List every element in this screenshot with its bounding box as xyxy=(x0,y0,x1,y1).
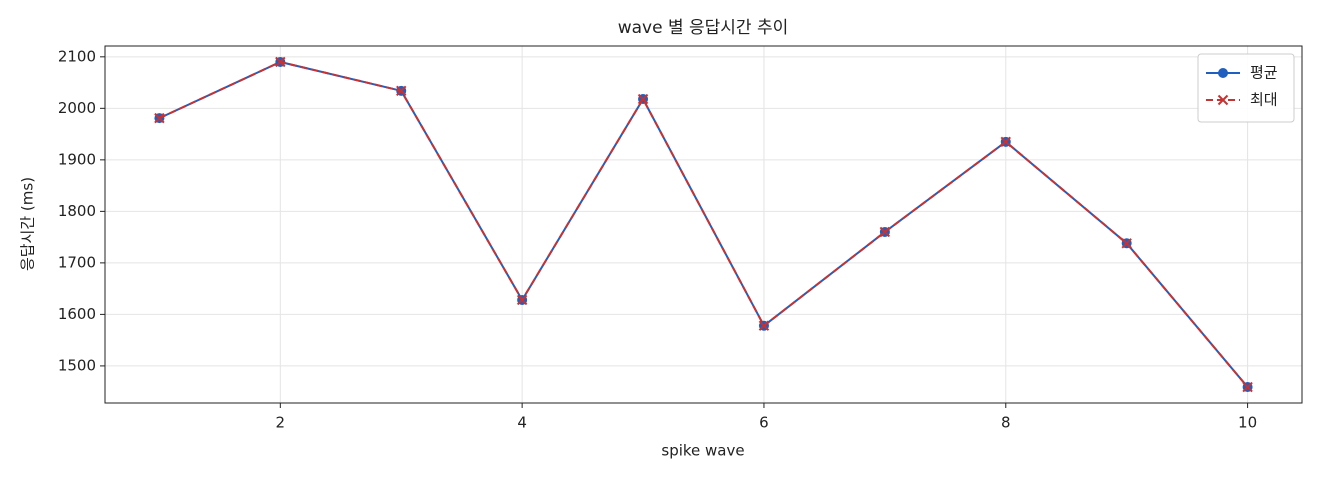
point xyxy=(1242,381,1253,393)
point xyxy=(637,93,649,105)
x-axis-label: spike wave xyxy=(661,442,744,460)
point xyxy=(1000,136,1011,148)
x-tick-label: 10 xyxy=(1238,414,1257,432)
x-tick-label: 2 xyxy=(276,414,286,432)
chart-title: wave 별 응답시간 추이 xyxy=(618,18,789,38)
y-tick-label: 1700 xyxy=(58,253,96,271)
y-tick-label: 1800 xyxy=(58,202,96,220)
point xyxy=(758,320,770,331)
legend-marker xyxy=(1218,68,1228,78)
point xyxy=(396,85,407,97)
point xyxy=(879,226,891,238)
y-tick-label: 1500 xyxy=(58,356,96,374)
y-tick-label: 2100 xyxy=(58,47,96,65)
x-tick-label: 4 xyxy=(517,414,527,432)
legend-label: 최대 xyxy=(1250,91,1278,109)
x-tick-label: 8 xyxy=(1001,414,1011,432)
y-axis-label: 응답시간 (ms) xyxy=(19,177,37,271)
y-tick-label: 2000 xyxy=(58,99,96,117)
y-tick-label: 1900 xyxy=(58,150,96,168)
series-line xyxy=(158,60,1249,388)
point xyxy=(1121,238,1132,249)
point xyxy=(516,294,528,306)
y-tick-label: 1600 xyxy=(58,305,96,323)
legend-label: 평균 xyxy=(1250,64,1278,82)
plot-frame xyxy=(104,45,1303,404)
x-tick-label: 6 xyxy=(759,414,769,432)
point xyxy=(275,56,286,68)
legend-box xyxy=(1197,53,1295,123)
legend-marker xyxy=(1217,94,1229,106)
point xyxy=(154,112,165,124)
